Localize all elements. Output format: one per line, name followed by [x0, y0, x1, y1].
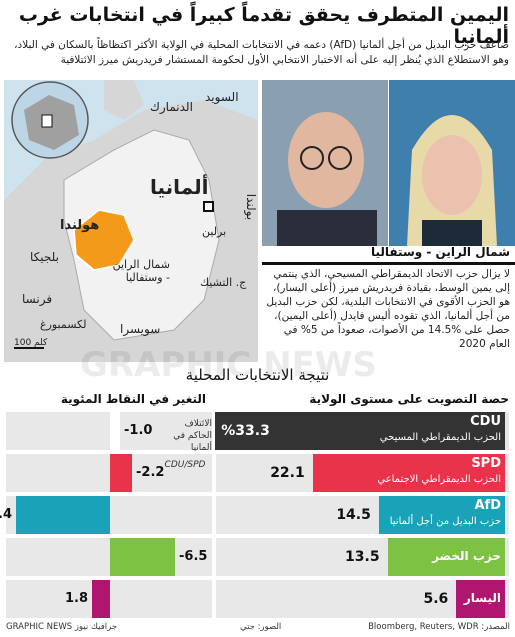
vote-bar — [378, 496, 505, 534]
map-label: فرنسا — [22, 292, 53, 306]
share-label: 13.5 — [345, 549, 380, 565]
change-label: -2.2 — [136, 465, 165, 480]
party-name: حزب الخضر — [432, 549, 501, 563]
map — [4, 80, 258, 362]
map-label: لكسمبورغ — [40, 318, 87, 331]
caption-box — [262, 246, 515, 265]
map-scale: 100 كلم — [14, 338, 48, 348]
share-label: %33.3 — [221, 423, 270, 439]
source: المصدر: Bloomberg, Reuters, WDR — [368, 622, 510, 632]
change-label: -1.0 — [124, 423, 153, 438]
change-label: 1.8 — [64, 591, 88, 606]
vote-bar — [456, 580, 505, 618]
party-abbr: SPD — [471, 456, 501, 471]
row-bg — [6, 454, 212, 492]
party-name: حزب البديل من أجل ألمانيا — [389, 516, 501, 527]
change-bar — [110, 454, 132, 492]
change-bar — [92, 580, 110, 618]
party-name: الحزب الديمقراطي المسيحي — [379, 432, 501, 443]
chart-title: نتيجة الانتخابات المحلية — [185, 366, 330, 384]
change-bar — [110, 538, 175, 576]
change-label: -6.5 — [179, 549, 208, 564]
vote-bar — [387, 538, 505, 576]
row-bg — [6, 412, 212, 450]
party-abbr: AfD — [474, 498, 501, 513]
title: اليمين المتطرف يحقق تقدماً كبيراً في انت… — [18, 4, 509, 48]
party-abbr: CDU — [470, 414, 501, 429]
map-label: هولندا — [60, 218, 100, 233]
party-name: اليسار — [463, 591, 501, 605]
photos — [262, 80, 515, 246]
vote-header: حصة التصويت على مستوى الولاية — [309, 392, 509, 406]
vote-bar — [215, 412, 505, 450]
coalition-parties: CDU/SPD — [164, 460, 206, 470]
party-name: الحزب الديمقراطي الاجتماعي — [377, 474, 501, 485]
map-label: بولندا — [244, 193, 259, 221]
map-label: برلين — [202, 225, 227, 238]
map-label: السويد — [205, 90, 239, 104]
map-label: الدنمارك — [150, 100, 193, 114]
share-label: 22.1 — [270, 465, 305, 481]
vote-bar — [312, 454, 505, 492]
map-label: ج. التشيك — [200, 276, 247, 289]
credit: GRAPHIC NEWS جرافيك نيوز — [6, 622, 118, 632]
coalition-note: الائتلاف الحاكم في ألمانيا — [173, 419, 212, 453]
share-label: 14.5 — [336, 507, 371, 523]
change-header: التغير في النقاط المئوية — [60, 392, 206, 406]
photo-caption: شمال الراين - وستفاليا — [371, 245, 510, 259]
change-bar — [110, 412, 120, 450]
map-label: ألمانيا — [150, 175, 209, 199]
intro: ضاعف حزب البديل من أجل ألمانيا (AfD) دعم… — [14, 39, 509, 66]
row-bg — [6, 538, 212, 576]
map-label: سويسرا — [120, 322, 161, 336]
map-label: بلجيكا — [30, 250, 59, 264]
photo-credit: الصور: جتي — [240, 622, 282, 632]
map-label: شمال الراين - وستفاليا — [112, 258, 170, 284]
change-bar — [16, 496, 110, 534]
body-text: لا يزال حزب الاتحاد الديمقراطي المسيحي، … — [266, 268, 510, 350]
share-label: 5.6 — [423, 591, 449, 607]
watermark: GRAPHIC NEWS — [80, 345, 377, 385]
change-label: 9.4 — [0, 507, 12, 522]
